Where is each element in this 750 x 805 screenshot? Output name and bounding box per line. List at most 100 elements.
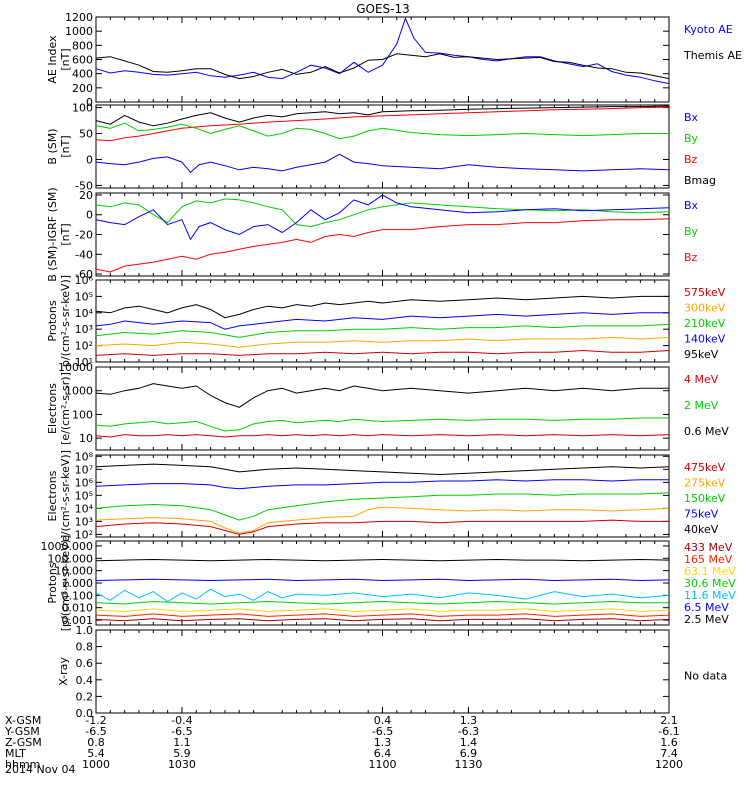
y-tick-label: 1200 (65, 11, 93, 24)
y-axis-label: Protons (46, 300, 59, 341)
x-axis-value: 1200 (655, 758, 683, 771)
y-tick-label: 10 (79, 432, 93, 445)
series-line-75kev (95, 479, 669, 490)
y-axis-label: [nT] (59, 135, 72, 157)
legend-label: Bz (684, 153, 698, 166)
y-axis-label: [nT] (59, 48, 72, 70)
y-axis-label: [p/(cm²-s-sr-keV)] (59, 535, 72, 632)
x-axis-value: 1.3 (374, 736, 392, 749)
y-tick-label: 0.001 (62, 614, 94, 627)
panel-protons_hi: 0.0010.0100.1001.00010.000100.0001000.00… (41, 535, 737, 632)
series-line-300kev (95, 336, 670, 348)
y-tick-label: 10² (75, 340, 93, 353)
y-tick-label: 0 (86, 209, 93, 222)
series-line-2-5-mev (95, 558, 670, 562)
legend-label: Kyoto AE (684, 23, 733, 36)
y-tick-label: 10² (75, 528, 93, 541)
y-tick-label: 10³ (75, 323, 93, 336)
x-axis-value: 5.4 (87, 747, 105, 760)
series-line-4-mev (95, 434, 670, 438)
y-tick-label: 1000 (65, 385, 93, 398)
y-tick-label: 0.4 (76, 674, 94, 687)
x-axis-value: -6.5 (372, 725, 393, 738)
y-axis-label: B (SM)-IGRF (SM) (46, 187, 59, 281)
series-line-0-6-mev (95, 383, 669, 408)
series-line-63-1-mev (95, 608, 670, 612)
x-axis-value: 7.4 (660, 747, 678, 760)
x-axis-value: 1130 (454, 758, 482, 771)
y-tick-label: 100 (72, 408, 93, 421)
date-label: 2014 Nov 04 (5, 763, 75, 776)
series-line-by (95, 198, 670, 228)
series-line-30-6-mev (95, 600, 669, 605)
legend-label: 300keV (684, 302, 726, 315)
y-tick-label: 0.6 (76, 657, 94, 670)
series-line-2-mev (95, 417, 669, 432)
series-line-575kev (95, 349, 670, 356)
series-line-bx (95, 194, 670, 241)
x-axis-row-label: Y-GSM (4, 725, 40, 738)
x-axis-row-label: Z-GSM (5, 736, 42, 749)
series-line-95kev (95, 295, 669, 319)
y-tick-label: 0.0 (76, 707, 94, 720)
y-tick-label: 10³ (75, 515, 93, 528)
y-tick-label: 200 (72, 82, 93, 95)
series-line-11-6-mev (95, 588, 670, 603)
legend-label: 95keV (684, 348, 719, 361)
legend-label: 63.1 MeV (684, 565, 736, 578)
series-line-by (95, 122, 669, 140)
series-line-433-mev (95, 618, 670, 622)
x-axis-value: 0.4 (374, 714, 392, 727)
panel-frame (95, 366, 670, 451)
legend-label: 2.5 MeV (684, 613, 729, 626)
series-line-150kev (95, 492, 670, 521)
y-tick-label: 0 (86, 153, 93, 166)
y-tick-label: 1.000 (62, 577, 94, 590)
x-axis-value: -6.5 (85, 725, 106, 738)
legend-label: 40keV (684, 523, 719, 536)
panel-frame (95, 540, 670, 626)
y-tick-label: 1000.000 (41, 540, 94, 553)
figure-title: GOES-13 (356, 2, 410, 16)
y-tick-label: 0.100 (62, 589, 94, 602)
y-tick-label: 0.2 (76, 690, 94, 703)
y-tick-label: 0 (86, 96, 93, 109)
legend-label: 275keV (684, 477, 726, 490)
y-tick-label: 10⁵ (75, 489, 93, 502)
x-axis-value: 1030 (168, 758, 196, 771)
legend-label: 11.6 MeV (684, 589, 736, 602)
legend-label: By (684, 132, 699, 145)
y-tick-label: 10⁶ (75, 476, 94, 489)
x-axis-value: 1.3 (460, 714, 478, 727)
y-tick-label: 10⁶ (75, 274, 94, 287)
legend-label: 6.5 MeV (684, 601, 729, 614)
y-tick-label: 600 (72, 54, 93, 67)
series-line-kyoto-ae (95, 17, 670, 85)
panel-electrons_mev: 10 100 1000 10000 Electrons [e/(cm²-s-sr)] 4 M… (46, 361, 729, 451)
legend-label: 433 MeV (684, 541, 733, 554)
x-axis-value: -1.2 (85, 714, 106, 727)
legend-label: 75keV (684, 508, 719, 521)
x-axis-row-label: MLT (5, 747, 26, 760)
y-axis-label: X-ray (57, 657, 70, 686)
y-tick-label: -20 (75, 229, 93, 242)
series-line-140kev (95, 312, 669, 330)
y-axis-label: Protons (46, 562, 59, 603)
legend-label: Bx (684, 199, 699, 212)
y-tick-label: 20 (79, 189, 93, 202)
x-axis-value: 0.8 (87, 736, 105, 749)
x-axis-value: 6.4 (374, 747, 392, 760)
legend-label: 2 MeV (684, 399, 719, 412)
x-axis-value: 1100 (369, 758, 397, 771)
legend-label: By (684, 225, 699, 238)
legend-label: Bx (684, 111, 699, 124)
series-line-bz (95, 218, 670, 273)
x-axis-value: -6.5 (171, 725, 192, 738)
x-axis-value: 1.4 (460, 736, 478, 749)
y-tick-label: 50 (79, 128, 93, 141)
y-tick-label: -50 (75, 179, 93, 192)
x-axis-value: 1.6 (660, 736, 678, 749)
